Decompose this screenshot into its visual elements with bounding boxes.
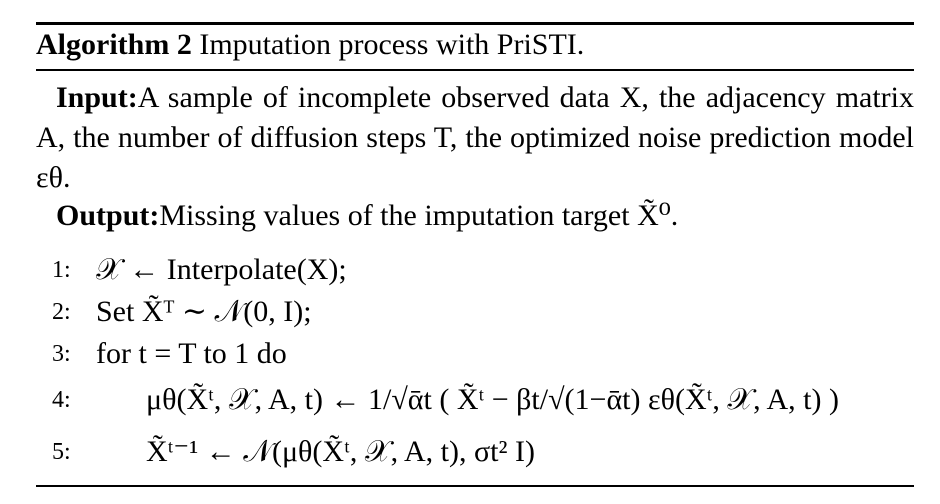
caption-label: Algorithm 2 (36, 28, 192, 61)
caption-text: Imputation process with PriSTI. (199, 28, 585, 61)
bottom-rule (36, 485, 914, 487)
input-block: Input:A sample of incomplete observed da… (36, 78, 914, 198)
step-4: 4: μθ(X̃ᵗ, 𝒳, A, t) ← 1/√ᾱt ( X̃ᵗ − βt/√… (36, 378, 936, 422)
caption-rule (36, 69, 914, 71)
step-number: 1: (52, 257, 71, 283)
step-1: 1: 𝒳 ← Interpolate(X); (36, 248, 936, 292)
step-2: 2: Set X̃ᵀ ∼ 𝒩(0, I); (36, 290, 936, 334)
top-rule (36, 22, 914, 25)
step-text: μθ(X̃ᵗ, 𝒳, A, t) ← 1/√ᾱt ( X̃ᵗ − βt/√(1−… (146, 383, 839, 416)
step-5: 5: X̃ᵗ⁻¹ ← 𝒩(μθ(X̃ᵗ, 𝒳, A, t), σt² I) (36, 430, 936, 474)
step-number: 2: (52, 299, 71, 325)
input-text: A sample of incomplete observed data X, … (36, 81, 914, 194)
step-text: Set X̃ᵀ ∼ 𝒩(0, I); (96, 295, 312, 328)
step-text: 𝒳 ← Interpolate(X); (96, 253, 347, 286)
output-text: Missing values of the imputation target … (159, 199, 679, 232)
step-number: 4: (52, 387, 71, 413)
step-3: 3: for t = T to 1 do (36, 332, 936, 376)
input-label: Input: (56, 81, 138, 114)
output-block: Output:Missing values of the imputation … (36, 196, 914, 236)
step-text: for t = T to 1 do (96, 337, 287, 370)
algorithm-caption: Algorithm 2 Imputation process with PriS… (36, 28, 584, 62)
step-text: X̃ᵗ⁻¹ ← 𝒩(μθ(X̃ᵗ, 𝒳, A, t), σt² I) (146, 435, 535, 468)
step-number: 5: (52, 439, 71, 465)
step-number: 3: (52, 341, 71, 367)
output-label: Output: (56, 199, 160, 232)
